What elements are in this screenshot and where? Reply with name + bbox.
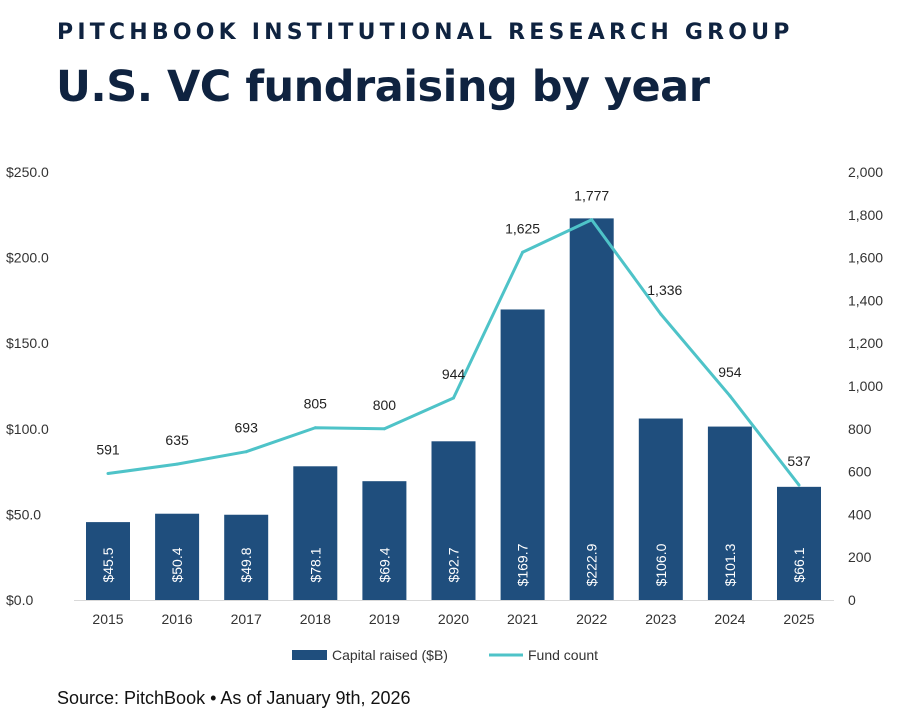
y-right-tick-label: 200 bbox=[848, 549, 872, 565]
x-tick-label: 2020 bbox=[438, 611, 469, 627]
y-right-tick-label: 0 bbox=[848, 592, 856, 608]
fund-count-point bbox=[452, 396, 455, 400]
bar-value-label: $45.5 bbox=[100, 547, 116, 582]
y-right-tick-label: 1,400 bbox=[848, 292, 883, 308]
bar-2023 bbox=[638, 418, 683, 600]
bar-value-label: $49.8 bbox=[238, 547, 254, 582]
bar-value-label: $92.7 bbox=[446, 547, 462, 582]
y-right-tick-label: 1,000 bbox=[848, 378, 883, 394]
fund-count-label: 805 bbox=[304, 396, 328, 412]
fund-count-label: 591 bbox=[96, 442, 120, 458]
y-right-tick-label: 1,800 bbox=[848, 207, 883, 223]
y-right-tick-label: 1,200 bbox=[848, 335, 883, 351]
bar-value-label: $69.4 bbox=[376, 547, 392, 582]
fund-count-point bbox=[590, 218, 594, 222]
x-tick-label: 2015 bbox=[92, 611, 123, 627]
legend-label-fund-count: Fund count bbox=[528, 647, 598, 663]
bar-value-label: $78.1 bbox=[307, 547, 323, 582]
fund-count-label: 693 bbox=[235, 420, 259, 436]
x-tick-label: 2022 bbox=[576, 611, 607, 627]
y-right-tick-label: 1,600 bbox=[848, 250, 883, 266]
x-tick-label: 2024 bbox=[714, 611, 745, 627]
y-left-tick-label: $150.0 bbox=[6, 335, 49, 351]
y-left-tick-label: $250.0 bbox=[6, 164, 49, 180]
bar-value-label: $169.7 bbox=[515, 543, 531, 586]
x-tick-label: 2021 bbox=[507, 611, 538, 627]
fund-count-point bbox=[244, 450, 248, 454]
bar-value-label: $66.1 bbox=[791, 547, 807, 582]
y-left-tick-label: $50.0 bbox=[6, 506, 41, 522]
kicker-heading: PITCHBOOK INSTITUTIONAL RESEARCH GROUP bbox=[57, 20, 794, 45]
x-tick-label: 2025 bbox=[783, 611, 814, 627]
bar-2022 bbox=[569, 218, 614, 600]
y-left-tick-label: $100.0 bbox=[6, 421, 49, 437]
x-tick-label: 2017 bbox=[231, 611, 262, 627]
x-tick-label: 2023 bbox=[645, 611, 676, 627]
fund-count-point bbox=[106, 472, 110, 476]
fund-count-label: 537 bbox=[787, 453, 811, 469]
bar-value-label: $222.9 bbox=[584, 543, 600, 586]
chart-title: U.S. VC fundraising by year bbox=[56, 62, 710, 112]
bar-2016 bbox=[155, 513, 200, 600]
bar-value-label: $106.0 bbox=[653, 543, 669, 586]
legend-bar-swatch bbox=[292, 650, 327, 660]
y-right-tick-label: 400 bbox=[848, 506, 872, 522]
y-right-tick-label: 800 bbox=[848, 421, 872, 437]
fund-count-point bbox=[797, 483, 801, 487]
bar-2017 bbox=[224, 514, 269, 600]
bar-2018 bbox=[293, 466, 338, 600]
bar-2020 bbox=[431, 441, 476, 600]
bar-2019 bbox=[362, 481, 407, 600]
fund-count-label: 800 bbox=[373, 397, 397, 413]
y-right-tick-label: 600 bbox=[848, 464, 872, 480]
y-left-tick-label: $200.0 bbox=[6, 250, 49, 266]
fund-count-point bbox=[382, 427, 386, 431]
bar-2025 bbox=[777, 486, 821, 600]
x-tick-label: 2018 bbox=[300, 611, 331, 627]
fund-count-point bbox=[728, 394, 732, 398]
fund-count-point bbox=[659, 312, 663, 316]
fund-count-label: 1,777 bbox=[574, 188, 609, 204]
x-tick-label: 2016 bbox=[162, 611, 193, 627]
bar-2015 bbox=[86, 522, 130, 600]
source-note: Source: PitchBook • As of January 9th, 2… bbox=[57, 688, 411, 708]
fund-count-label: 1,336 bbox=[647, 282, 682, 298]
legend-label-capital: Capital raised ($B) bbox=[332, 647, 448, 663]
fund-count-label: 944 bbox=[442, 366, 466, 382]
bar-2024 bbox=[707, 426, 752, 600]
y-right-tick-label: 2,000 bbox=[848, 164, 883, 180]
x-tick-label: 2019 bbox=[369, 611, 400, 627]
fund-count-point bbox=[175, 462, 179, 466]
fund-count-point bbox=[521, 250, 525, 254]
fund-count-label: 954 bbox=[718, 364, 742, 380]
bar-value-label: $50.4 bbox=[169, 547, 185, 582]
fund-count-label: 635 bbox=[165, 432, 189, 448]
bar-2021 bbox=[500, 309, 545, 600]
bar-value-label: $101.3 bbox=[722, 543, 738, 586]
fund-count-label: 1,625 bbox=[505, 220, 540, 236]
fund-count-point bbox=[313, 426, 317, 430]
y-left-tick-label: $0.0 bbox=[6, 592, 33, 608]
